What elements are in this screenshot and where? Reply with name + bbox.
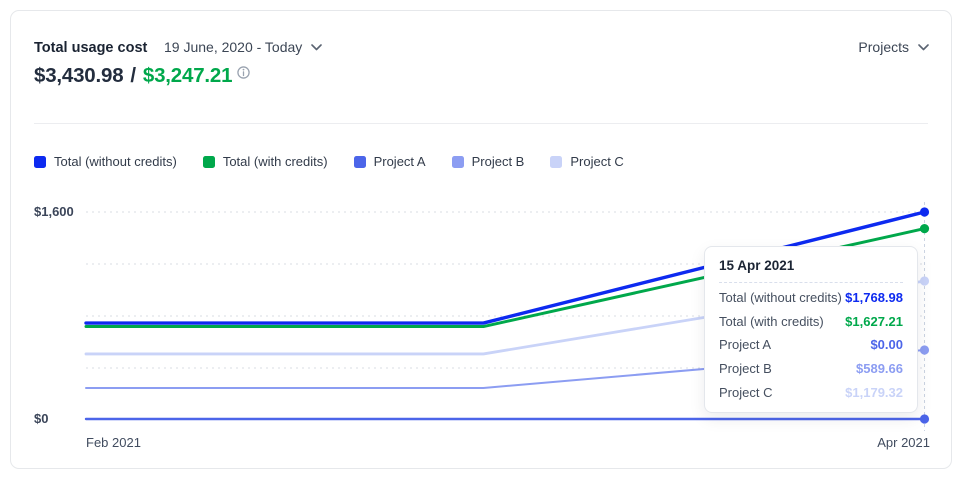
tooltip-title: 15 Apr 2021 <box>719 258 795 273</box>
series-endpoint-dot-project-c <box>919 276 930 286</box>
y-axis-label-bottom: $0 <box>34 411 49 426</box>
amount-without-credits: $3,430.98 <box>34 64 124 87</box>
tooltip-row-value: $0.00 <box>870 337 903 353</box>
y-axis-label-top: $1,600 <box>34 204 74 219</box>
tooltip-row-value: $589.66 <box>856 361 903 377</box>
date-range-selector[interactable]: 19 June, 2020 - Today <box>164 37 323 57</box>
x-axis-label-left: Feb 2021 <box>86 435 141 450</box>
amount-with-credits: $3,247.21 <box>142 64 233 87</box>
series-endpoint-dot-project-b <box>919 345 930 355</box>
legend-item-project-b[interactable]: Project B <box>451 154 525 170</box>
x-axis-label-right: Apr 2021 <box>877 435 930 450</box>
series-endpoint-dot-total-with-credits <box>919 223 930 234</box>
legend-swatch <box>550 156 563 168</box>
chart-tooltip: 15 Apr 2021 Total (without credits) $1,76… <box>704 246 918 413</box>
tooltip-rows: Total (without credits) $1,768.98 Total (w… <box>719 286 903 404</box>
tooltip-row: Project B $589.66 <box>719 357 903 381</box>
card-title: Total usage cost <box>34 40 148 56</box>
tooltip-divider <box>719 282 903 283</box>
info-icon[interactable] <box>237 66 251 79</box>
legend: Total (without credits) Total (with credi… <box>34 154 624 170</box>
legend-swatch <box>202 156 215 168</box>
tooltip-row: Total (with credits) $1,627.21 <box>719 310 903 334</box>
tooltip-row-label: Total (without credits) <box>719 290 842 306</box>
tooltip-row: Project A $0.00 <box>719 333 903 357</box>
legend-item-project-c[interactable]: Project C <box>550 154 624 170</box>
legend-item-total-without-credits[interactable]: Total (without credits) <box>34 154 177 170</box>
date-range-label: 19 June, 2020 - Today <box>164 39 303 55</box>
series-endpoint-dot-total-without-credits <box>919 207 930 217</box>
projects-dropdown[interactable]: Projects <box>858 37 929 57</box>
legend-item-project-a[interactable]: Project A <box>353 154 426 170</box>
tooltip-row: Project C $1,179.32 <box>719 380 903 404</box>
legend-label: Total (with credits) <box>222 154 328 169</box>
tooltip-row-label: Project A <box>719 337 772 353</box>
tooltip-row-label: Total (with credits) <box>719 313 824 329</box>
chevron-down-icon <box>311 43 323 51</box>
tooltip-row-label: Project B <box>719 361 772 377</box>
projects-dropdown-label: Projects <box>858 39 909 55</box>
legend-label: Project A <box>373 154 426 169</box>
tooltip-row-value: $1,768.98 <box>845 290 903 306</box>
legend-swatch <box>451 156 464 168</box>
tooltip-row: Total (without credits) $1,768.98 <box>719 286 903 310</box>
header-divider <box>34 123 928 124</box>
chevron-down-icon <box>918 43 929 51</box>
legend-label: Total (without credits) <box>54 154 177 169</box>
legend-swatch <box>34 156 46 168</box>
legend-item-total-with-credits[interactable]: Total (with credits) <box>202 154 328 170</box>
tooltip-row-value: $1,179.32 <box>845 384 903 400</box>
usage-cost-card: Total usage cost 19 June, 2020 - Today P… <box>10 10 952 469</box>
total-amounts: $3,430.98 / $3,247.21 <box>34 63 251 88</box>
tooltip-row-label: Project C <box>719 384 773 400</box>
amount-separator: / <box>130 64 136 87</box>
legend-label: Project B <box>471 154 525 169</box>
legend-swatch <box>353 156 366 168</box>
legend-label: Project C <box>570 154 624 169</box>
series-endpoint-dot-project-a <box>919 414 930 424</box>
tooltip-row-value: $1,627.21 <box>845 313 903 329</box>
